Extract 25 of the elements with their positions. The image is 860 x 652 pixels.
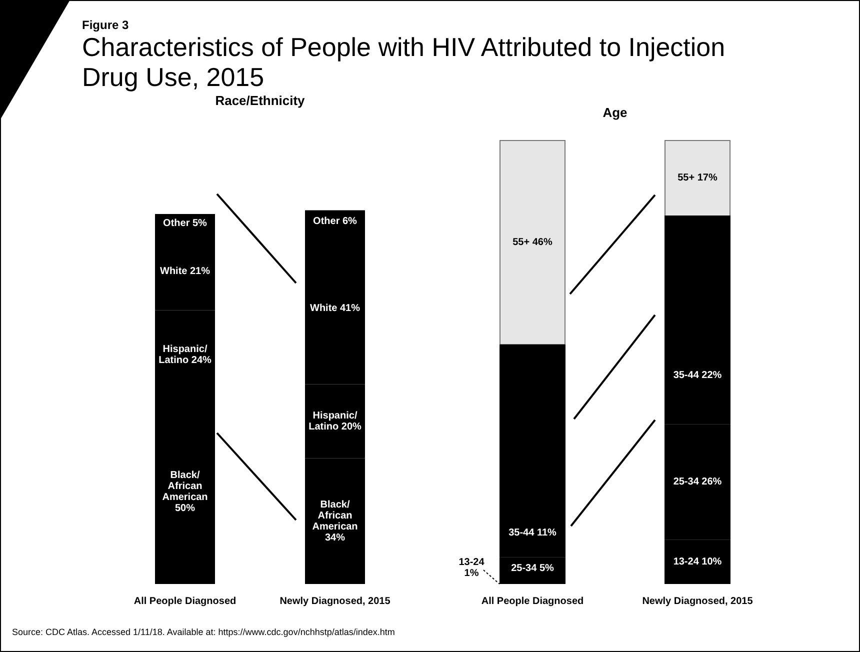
data-label: Hispanic/ Latino 20% [308,410,362,432]
chart-subtitle: Race/Ethnicity [214,93,306,108]
x-tick-label: Newly Diagnosed, 2015 [280,596,391,607]
data-label: 25-34 5% [511,563,554,574]
data-label: Other 6% [313,216,358,228]
data-label: White 41% [310,303,360,314]
data-label: 55+ 46% [512,236,552,248]
data-label: Hispanic/ Latino 24% [158,344,212,366]
data-label: 35-44 11% [508,528,557,539]
chart-title: Characteristics of People with HIV Attributed to Injection Drug Use, 2015 [82,32,726,92]
data-label: Other 5% [163,218,208,229]
x-tick-label: Newly Diagnosed, 2015 [642,596,754,607]
data-label: Black/ African American 50% [162,470,208,514]
data-label: 35-44 22% [673,370,722,382]
x-tick-label: All People Diagnosed [134,596,236,607]
data-label: 25-34 26% [673,476,722,488]
chart-title: Age [602,105,628,120]
x-tick-label: All People Diagnosed [481,596,584,607]
data-label: 55+ 17% [678,172,718,184]
source-note: Source: CDC Atlas. Accessed 1/11/18. Available at: https://www.cdc.gov/nchhstp/atlas/index.htm [12,627,395,637]
data-label: Black/ African American 34% [312,499,358,544]
data-label: 13-24 10% [673,556,722,568]
data-label: 13-24 1% [458,556,485,579]
data-label: White 21% [160,266,210,278]
caption: Figure 3 [82,18,129,32]
